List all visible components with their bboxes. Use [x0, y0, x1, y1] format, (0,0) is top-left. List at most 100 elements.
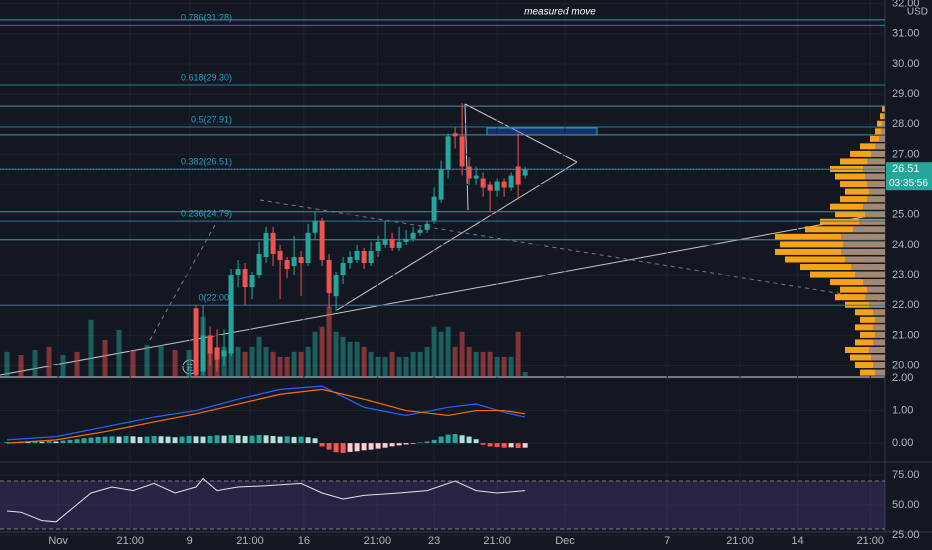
volume-profile-bar: [882, 105, 885, 112]
histogram-bar: [88, 437, 94, 444]
histogram-bar: [291, 436, 297, 444]
y-tick-label: 32.00: [892, 0, 920, 10]
last-price-box: [886, 162, 932, 191]
histogram-bar: [389, 443, 395, 447]
histogram-bar: [326, 443, 332, 450]
volume-profile-bar: [785, 256, 885, 263]
volume-profile-bar: [855, 309, 885, 316]
volume-bar: [46, 346, 52, 377]
candle-body: [221, 350, 227, 357]
volume-bar: [417, 351, 423, 377]
value-area-bar: [881, 128, 885, 135]
value-area-bar: [883, 105, 885, 112]
value-area-bar: [881, 120, 885, 127]
value-area-bar: [865, 173, 885, 180]
volume-bar: [522, 371, 528, 377]
volume-bar: [277, 356, 283, 377]
y-tick-label: 27.00: [892, 148, 920, 160]
histogram-bar: [284, 436, 290, 444]
histogram-bar: [263, 435, 269, 444]
value-area-bar: [873, 339, 885, 346]
candle-body: [417, 229, 423, 233]
histogram-bar: [417, 442, 423, 444]
histogram-bar: [333, 443, 339, 453]
x-tick-label: 7: [664, 535, 670, 547]
candle-body: [452, 133, 458, 137]
volume-bar: [368, 351, 374, 377]
candle-body: [522, 169, 528, 176]
value-area-bar: [851, 264, 885, 271]
volume-bar: [74, 351, 80, 377]
rsi-band: [0, 481, 885, 529]
histogram-bar: [473, 439, 479, 444]
volume-bar: [172, 349, 178, 377]
histogram-bar: [179, 436, 185, 444]
value-area-bar: [843, 241, 885, 248]
currency: USD: [907, 7, 928, 18]
volume-profile-bar: [835, 173, 885, 180]
histogram-bar: [116, 436, 122, 444]
value-area-bar: [875, 316, 885, 323]
volume-bar: [389, 351, 395, 377]
volume-bar: [158, 344, 164, 377]
histogram-bar: [46, 441, 52, 444]
y-tick-label: 25.00: [892, 529, 920, 541]
x-tick-label: 9: [187, 535, 193, 547]
fib-label: 0.5(27.91): [191, 114, 232, 124]
candle-body: [459, 136, 465, 167]
x-tick-label: 16: [298, 535, 310, 547]
candle-body: [242, 269, 248, 288]
volume-bar: [4, 351, 10, 377]
volume-bar: [375, 356, 381, 377]
x-tick-label: Dec: [555, 535, 575, 547]
histogram-bar: [207, 435, 213, 444]
volume-profile-bar: [845, 346, 885, 353]
volume-profile-bar: [775, 233, 885, 240]
value-area-bar: [869, 188, 885, 195]
histogram-bar: [522, 443, 528, 448]
volume-bar: [459, 331, 465, 377]
histogram-bar: [186, 435, 192, 444]
fib-label: 0.236(24.79): [181, 208, 232, 218]
value-area-bar: [879, 135, 885, 142]
volume-bar: [144, 344, 150, 377]
candle-body: [214, 347, 220, 360]
volume-profile-bar: [860, 143, 885, 150]
value-area-bar: [871, 354, 885, 361]
volume-bar: [32, 349, 38, 377]
volume-profile-bar: [870, 135, 885, 142]
candle-body: [431, 196, 437, 221]
histogram-bar: [424, 441, 430, 444]
candle-body: [200, 335, 206, 372]
histogram-bar: [74, 439, 80, 444]
volume-bar: [466, 346, 472, 377]
histogram-bar: [256, 434, 262, 444]
fib-label: 0.382(26.51): [181, 157, 232, 167]
candle-body: [480, 178, 486, 188]
histogram-bar: [25, 442, 31, 444]
histogram-bar: [508, 443, 514, 448]
volume-bar: [452, 346, 458, 377]
candle-body: [382, 238, 388, 245]
volume-bar: [431, 326, 437, 377]
volume-bar: [438, 331, 444, 377]
candle-body: [410, 232, 416, 239]
value-area-bar: [883, 113, 885, 120]
volume-bar: [88, 319, 94, 377]
histogram-bar: [368, 443, 374, 450]
value-area-bar: [863, 279, 885, 286]
dashed-line: [259, 199, 881, 301]
volume-bar: [242, 351, 248, 377]
volume-profile-bar: [850, 354, 885, 361]
candle-body: [361, 250, 367, 263]
volume-profile-bar: [855, 362, 885, 369]
rsi-line: [6, 477, 526, 523]
volume-bar: [480, 351, 486, 377]
volume-bar: [347, 341, 353, 377]
volume-bar: [494, 356, 500, 377]
histogram-bar: [200, 436, 206, 444]
volume-profile-bar: [877, 120, 885, 127]
y-tick-label: 1.00: [892, 404, 913, 416]
value-area-bar: [871, 150, 885, 157]
